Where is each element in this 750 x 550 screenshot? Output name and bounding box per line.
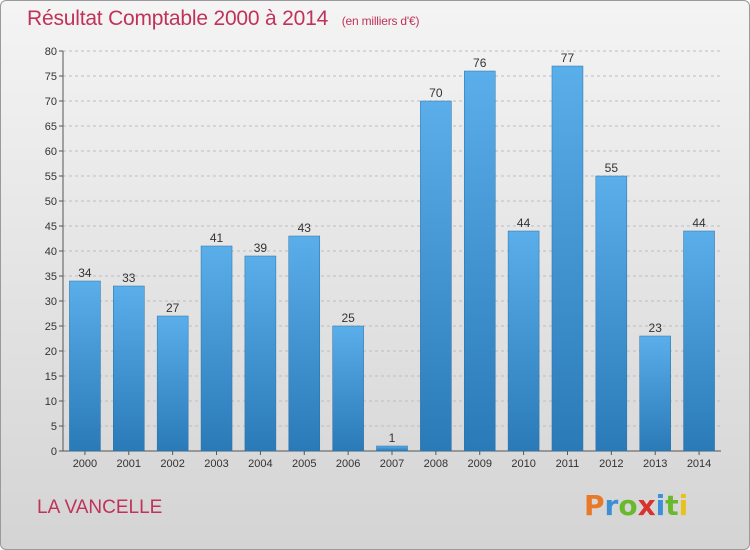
x-tick-label: 2012: [599, 458, 623, 470]
y-tick-label: 40: [45, 246, 57, 258]
bar-value-label: 1: [389, 431, 396, 445]
bar: [156, 315, 189, 452]
x-tick-label: 2002: [160, 458, 184, 470]
x-tick-label: 2003: [204, 458, 228, 470]
logo-letter: P: [584, 489, 605, 522]
y-tick-label: 65: [45, 121, 57, 133]
bar-value-label: 23: [649, 321, 663, 335]
x-tick-label: 2008: [424, 458, 448, 470]
bar: [288, 235, 321, 452]
bar: [551, 65, 584, 452]
logo-letter: x: [637, 489, 656, 522]
y-tick-label: 70: [45, 96, 57, 108]
y-tick-label: 80: [45, 46, 57, 58]
bar: [595, 175, 628, 452]
axes: 0 5 10 15 20 25 30 35 40 45 50 55 60 65 70 75 80 2000 2001…: [45, 46, 721, 470]
bar-value-label: 70: [429, 86, 443, 100]
bar-value-label: 55: [605, 161, 619, 175]
bar: [113, 285, 145, 452]
bar: [463, 70, 496, 452]
logo-letter: r: [604, 489, 619, 522]
bar: [639, 335, 671, 452]
x-tick-label: 2013: [643, 458, 667, 470]
y-tick-label: 0: [51, 446, 57, 458]
bar: [332, 325, 364, 452]
y-tick-label: 60: [45, 146, 57, 158]
x-tick-label: 2006: [336, 458, 360, 470]
chart-subtitle: (en milliers d'€): [341, 14, 420, 28]
logo-letter: i: [655, 489, 666, 522]
bar-value-label: 39: [254, 241, 268, 255]
bar-value-label: 33: [122, 271, 136, 285]
bar-value-label: 77: [561, 51, 575, 65]
bar: [200, 245, 233, 452]
logo-letter: o: [618, 489, 638, 522]
bar-value-label: 44: [692, 216, 706, 230]
bar-value-label: 44: [517, 216, 531, 230]
y-tick-label: 25: [45, 321, 57, 333]
bar-value-label: 41: [210, 231, 224, 245]
bar: [376, 445, 408, 452]
y-tick-label: 5: [51, 421, 57, 433]
chart-title: Résultat Comptable 2000 à 2014 (en milli…: [27, 7, 419, 31]
logo-letter: i: [678, 489, 689, 522]
bars: [69, 65, 715, 452]
y-tick-label: 50: [45, 196, 57, 208]
bar: [507, 230, 540, 452]
x-tick-label: 2007: [380, 458, 404, 470]
title-text: Résultat Comptable 2000 à 2014: [27, 7, 329, 30]
y-tick-label: 10: [45, 396, 57, 408]
bar: [683, 230, 715, 452]
logo-letter: t: [665, 489, 679, 522]
y-tick-label: 30: [45, 296, 57, 308]
bar-value-label: 43: [298, 221, 312, 235]
y-tick-label: 45: [45, 221, 57, 233]
bar-value-label: 27: [166, 301, 180, 315]
proxiti-logo[interactable]: Proxiti: [584, 489, 688, 522]
bar-value-label: 34: [78, 266, 92, 280]
x-tick-label: 2014: [687, 458, 711, 470]
bar-value-label: 25: [341, 311, 355, 325]
bar: [69, 280, 101, 452]
y-tick-label: 35: [45, 271, 57, 283]
y-tick-label: 15: [45, 371, 57, 383]
bar: [420, 100, 452, 452]
y-tick-label: 20: [45, 346, 57, 358]
bar-value-label: 76: [473, 56, 487, 70]
y-tick-label: 75: [45, 71, 57, 83]
commune-name: LA VANCELLE: [37, 497, 163, 518]
x-tick-label: 2011: [556, 458, 580, 470]
bar: [244, 255, 277, 452]
y-tick-label: 55: [45, 171, 57, 183]
x-tick-label: 2005: [292, 458, 316, 470]
labels: 34 33 27 41 39 43 25 1 70 76 44 77 55 23 44: [78, 51, 706, 445]
x-tick-label: 2010: [511, 458, 535, 470]
x-tick-label: 2000: [73, 458, 97, 470]
x-tick-label: 2004: [248, 458, 272, 470]
x-tick-label: 2009: [467, 458, 491, 470]
x-tick-label: 2001: [117, 458, 141, 470]
